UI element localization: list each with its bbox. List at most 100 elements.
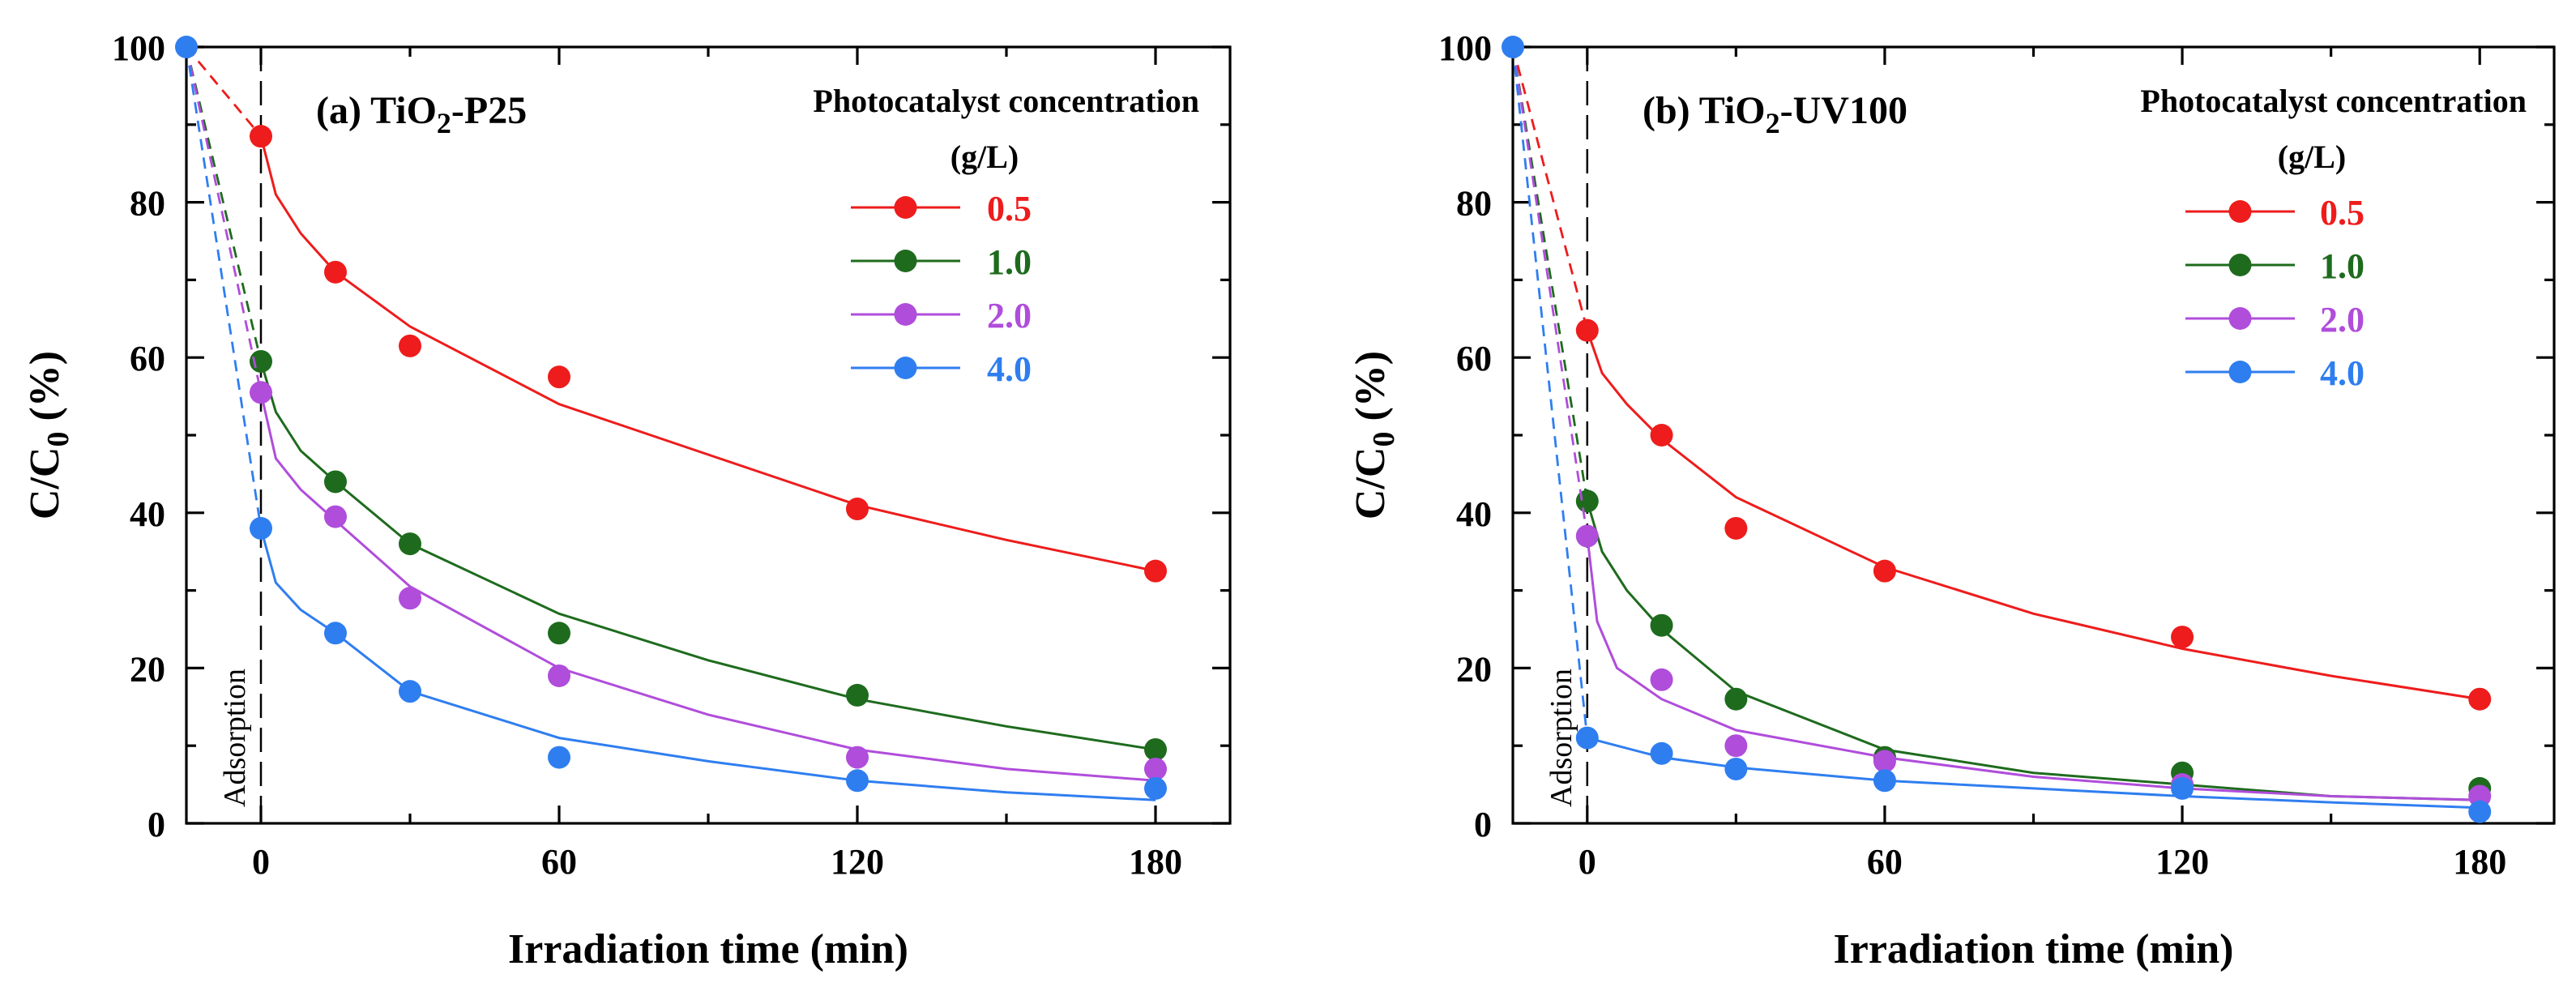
x-tick-label: 60 [1867,842,1903,882]
fit-curve [1586,330,2480,701]
adsorption-line [185,46,263,393]
adsorption-line [1511,46,1589,502]
legend-label: 4.0 [987,349,1032,389]
data-point [2171,626,2194,649]
fit-curve [1586,500,2480,801]
data-point [1575,726,1599,750]
data-point [1144,776,1167,800]
y-axis-title-main: C/C [22,447,68,520]
y-axis-title: C/C0 (%) [1348,351,1401,519]
x-axis-title: Irradiation time (min) [508,926,908,972]
legend-marker [2228,361,2252,383]
data-point [1575,489,1599,513]
data-point [1650,741,1673,765]
y-tick-label: 40 [1456,494,1492,534]
legend-marker [894,250,917,272]
y-tick-label: 100 [112,28,165,68]
adsorption-label: Adsorption [218,669,252,807]
fit-curve [259,528,1156,801]
data-point [250,349,272,373]
data-point [324,505,347,528]
x-axis-title: Irradiation time (min) [1834,926,2234,972]
data-point [2468,800,2492,823]
y-tick-label: 60 [1456,339,1492,378]
data-point [324,260,347,284]
legend-marker [894,357,917,379]
fit-curve [1586,536,2480,801]
y-tick-label: 80 [130,184,165,224]
legend-marker [894,303,917,326]
x-tick-label: 180 [1129,842,1182,882]
panel-title-sub: 2 [1766,107,1780,139]
y-tick-label: 20 [130,649,165,689]
data-point [399,532,421,556]
data-point [1873,750,1896,773]
fit-curve [259,361,1156,751]
y-tick-label: 20 [1456,649,1492,689]
fit-curve [259,391,1156,782]
adsorption-line [185,46,263,362]
y-axis-title-main: C/C [1348,447,1394,520]
legend-marker [2228,307,2252,330]
x-tick-label: 60 [541,842,577,882]
data-point [399,587,421,610]
y-tick-label: 60 [130,339,165,378]
data-point [1144,737,1167,761]
adsorption-line [185,46,263,529]
data-point [1724,734,1748,758]
data-point [846,498,869,521]
x-tick-label: 120 [831,842,884,882]
legend-title: Photocatalyst concentration [813,83,1199,119]
adsorption-line [1511,46,1589,331]
data-point [250,516,272,540]
data-point [250,381,272,404]
data-point [1650,613,1673,637]
data-point [399,334,421,357]
adsorption-line [185,46,263,138]
data-point [2468,687,2492,711]
legend-title-unit: (g/L) [951,139,1019,175]
data-point [1650,668,1673,691]
start-point [175,36,198,58]
y-tick-label: 40 [130,494,165,534]
panel-title-suffix: -UV100 [1780,89,1907,132]
legend-marker [2228,200,2252,223]
panel-title: (a) TiO2-P25 [316,89,527,139]
panel-title-prefix: (b) TiO [1643,89,1766,132]
data-point [324,622,347,645]
data-point [548,622,570,645]
legend-label: 2.0 [2320,300,2365,340]
y-tick-label: 80 [1456,184,1492,224]
legend-label: 1.0 [987,242,1032,282]
data-point [846,683,869,707]
adsorption-line [1511,46,1589,536]
data-point [2468,784,2492,808]
data-point [846,769,869,793]
data-point [399,680,421,703]
data-point [1144,757,1167,780]
panel-title: (b) TiO2-UV100 [1643,89,1907,139]
data-point [548,365,570,389]
adsorption-label: Adsorption [1544,669,1578,807]
y-tick-label: 0 [1474,805,1492,844]
y-axis-title-suffix: (%) [22,351,68,432]
y-tick-label: 100 [1438,28,1492,68]
data-point [1873,769,1896,793]
x-tick-label: 120 [2155,842,2209,882]
data-point [2171,776,2194,800]
panel-title-suffix: -P25 [451,89,527,132]
panel-title-prefix: (a) TiO [316,89,437,132]
data-point [250,125,272,148]
data-point [324,470,347,494]
legend-label: 2.0 [987,296,1032,335]
y-axis-title-sub: 0 [41,432,75,447]
data-point [1724,687,1748,711]
legend-label: 1.0 [2320,246,2365,286]
legend-marker [894,196,917,219]
data-point [1650,424,1673,447]
data-point [846,746,869,769]
legend-title-unit: (g/L) [2278,139,2346,175]
